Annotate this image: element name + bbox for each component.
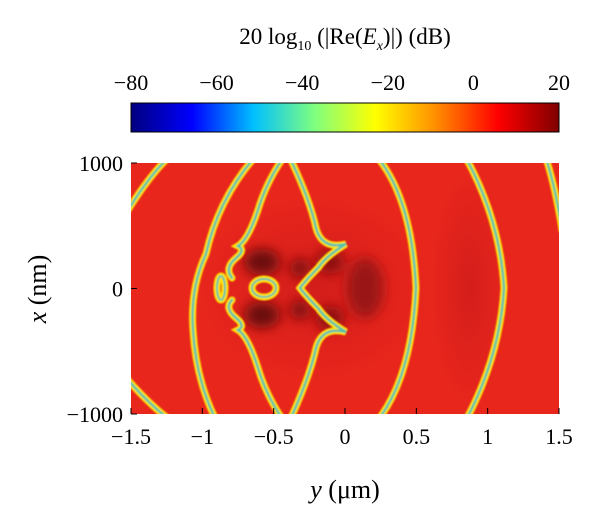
x-tick-label: 1: [482, 424, 493, 449]
nodal-line: [467, 163, 506, 414]
colorbar-title: 20 log10 (|Re(Ex)|) (dB): [239, 24, 451, 54]
nodal-line: [131, 381, 165, 414]
field-heatmap: [131, 163, 559, 414]
nodal-line: [380, 163, 418, 414]
x-tick-label: 0.5: [403, 424, 431, 449]
colorbar-tick-label: −60: [199, 70, 233, 95]
colorbar-tick-label: −20: [371, 70, 405, 95]
x-tick-label: 1.5: [545, 424, 573, 449]
nodal-line: [131, 163, 165, 208]
field-shading: [195, 193, 435, 383]
nodal-line: [546, 163, 559, 220]
nodal-loop: [251, 278, 277, 298]
colorbar-tick-labels: −80 −60 −40 −20 0 20: [114, 70, 570, 95]
nodal-line: [227, 298, 281, 414]
nodal-line: [227, 163, 282, 280]
nodal-line: [290, 163, 347, 414]
y-axis-label: x (nm): [23, 255, 52, 325]
x-tick-label: −1: [191, 424, 214, 449]
y-tick-label: 0: [112, 277, 123, 302]
colorbar: [130, 102, 560, 133]
x-tick-label: −1.5: [111, 424, 151, 449]
colorbar-tick-label: −40: [285, 70, 319, 95]
nodal-loop: [216, 275, 226, 301]
y-tick-label: 1000: [79, 151, 123, 176]
y-axis: −1000 0 1000: [67, 151, 137, 427]
colorbar-tick-label: 20: [548, 70, 570, 95]
y-tick-label: −1000: [67, 402, 123, 427]
x-tick-label: −0.5: [254, 424, 294, 449]
field-shading: [430, 168, 510, 408]
nodal-line: [191, 163, 252, 414]
field-nodal-lines: [131, 163, 559, 414]
colorbar-tick-label: −80: [114, 70, 148, 95]
x-axis-label: y (μm): [307, 475, 380, 504]
colorbar-tick-label: 0: [468, 70, 479, 95]
x-tick-label: 0: [340, 424, 351, 449]
x-axis: −1.5 −1 −0.5 0 0.5 1 1.5: [111, 408, 573, 449]
